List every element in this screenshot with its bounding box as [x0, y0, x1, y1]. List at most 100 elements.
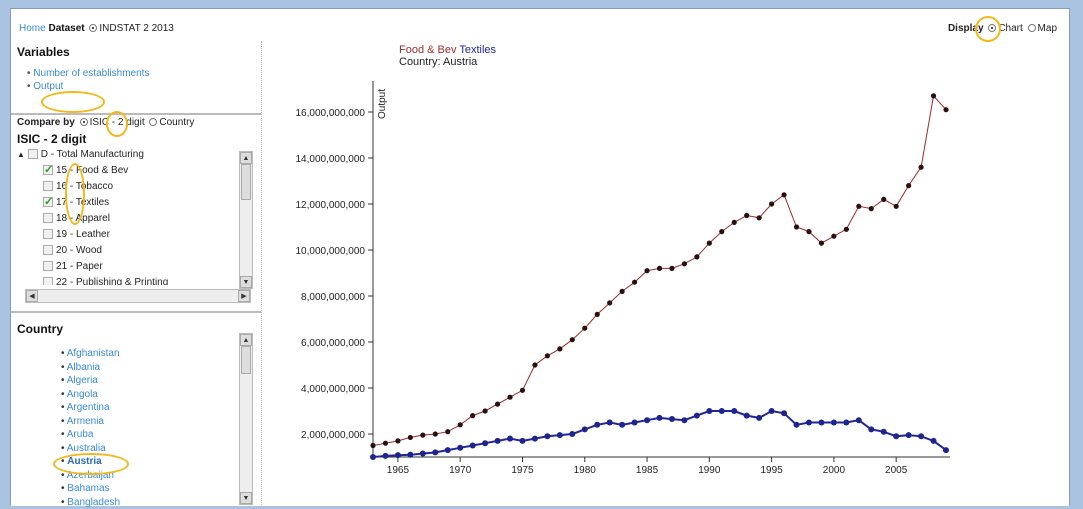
compare-country-radio[interactable] [149, 118, 158, 126]
country-item[interactable]: Argentina [66, 402, 110, 413]
legend-entry[interactable]: Food & Bev [399, 44, 457, 56]
highlight-output [41, 91, 105, 113]
dataset-radio[interactable] [89, 24, 98, 32]
data-point [395, 438, 401, 444]
compare-isic-label[interactable]: ISIC - 2 digit [89, 117, 145, 128]
scroll-left-icon[interactable]: ◀ [26, 290, 38, 302]
checkbox-19[interactable] [43, 229, 53, 239]
home-link[interactable]: Home [19, 23, 46, 34]
country-item[interactable]: Algeria [66, 375, 98, 386]
app-window: Home Dataset INDSTAT 2 2013 Display Char… [10, 8, 1071, 508]
country-vscrollbar[interactable]: ▲ ▼ [239, 333, 253, 505]
checkbox-16[interactable] [43, 181, 53, 191]
scroll-down-icon[interactable]: ▼ [240, 276, 252, 288]
tree-item-18[interactable]: 18 - Apparel [17, 211, 253, 227]
data-point [868, 426, 875, 433]
data-point [370, 442, 376, 449]
tree-item-label: 20 - Wood [56, 245, 102, 256]
checkbox-22[interactable] [43, 277, 53, 285]
data-point [631, 419, 638, 426]
display-chart-radio[interactable] [988, 24, 997, 32]
isic-hscrollbar[interactable]: ◀ ▶ [25, 289, 251, 303]
data-point [706, 240, 712, 246]
data-point [606, 419, 613, 426]
variable-output[interactable]: Output [33, 81, 64, 92]
scroll-up-icon[interactable]: ▲ [240, 152, 252, 164]
data-point [706, 408, 713, 414]
data-point [880, 428, 887, 435]
data-point [756, 215, 762, 221]
scroll-up-icon[interactable]: ▲ [240, 334, 252, 346]
data-point [818, 240, 825, 246]
country-item[interactable]: Angola [66, 388, 98, 400]
data-point [532, 362, 538, 368]
y-tick-label: 8,000,000,000 [301, 292, 365, 303]
tree-item-20[interactable]: 20 - Wood [17, 243, 253, 259]
data-point [906, 183, 912, 189]
dataset-label: Dataset [48, 23, 85, 34]
checkbox-15[interactable] [43, 162, 53, 178]
data-point [569, 431, 576, 437]
checkbox-21[interactable] [43, 261, 53, 271]
country-item[interactable]: Armenia [66, 415, 104, 427]
data-point [731, 408, 738, 414]
scroll-down-icon[interactable]: ▼ [240, 492, 252, 504]
country-item[interactable]: Bahamas [67, 483, 110, 494]
compare-by: Compare by ISIC - 2 digit Country [17, 117, 194, 128]
compare-isic-radio[interactable] [79, 118, 88, 126]
collapse-icon[interactable]: ▲ [17, 150, 25, 159]
isic-vscrollbar[interactable]: ▲ ▼ [239, 151, 253, 289]
variables-title: Variables [17, 45, 70, 59]
data-point [644, 417, 651, 424]
display-map-radio[interactable] [1027, 24, 1036, 32]
data-point [619, 421, 626, 428]
country-item[interactable]: Afghanistan [66, 348, 120, 359]
data-point [743, 412, 750, 419]
compare-label: Compare by [17, 117, 75, 128]
country-item-selected[interactable]: Austria [67, 456, 102, 467]
country-item[interactable]: Azerbaijan [66, 469, 114, 481]
compare-country-label[interactable]: Country [159, 117, 195, 128]
scroll-thumb[interactable] [241, 164, 251, 200]
y-tick-label: 16,000,000,000 [295, 108, 365, 119]
scroll-right-icon[interactable]: ▶ [238, 290, 250, 302]
tree-item-17[interactable]: 17 - Textiles [17, 194, 253, 211]
chart-subtitle: Country: Austria [399, 56, 478, 68]
data-point [582, 325, 588, 331]
tree-item-16[interactable]: 16 - Tobacco [17, 179, 253, 195]
display-chart-label[interactable]: Chart [998, 23, 1023, 34]
data-point [544, 433, 551, 440]
data-point [394, 452, 401, 459]
variable-number-of-establishments[interactable]: Number of establishments [33, 68, 150, 79]
data-point [557, 346, 563, 352]
checkbox-18[interactable] [43, 213, 53, 223]
top-nav: Home Dataset INDSTAT 2 2013 [19, 23, 174, 34]
data-point [793, 224, 800, 230]
data-point [943, 447, 949, 454]
tree-item-22[interactable]: 22 - Publishing & Printing [17, 275, 253, 285]
tree-item-label: 21 - Paper [56, 261, 103, 272]
root-checkbox[interactable] [27, 149, 38, 159]
data-point [569, 337, 575, 343]
display-label: Display [947, 23, 984, 34]
display-map-label[interactable]: Map [1037, 23, 1057, 34]
legend-entry[interactable]: Textiles [456, 44, 496, 56]
tree-root[interactable]: ▲ D - Total Manufacturing [17, 147, 253, 163]
tree-item-15[interactable]: 15 - Food & Bev [17, 162, 253, 179]
country-item[interactable]: Aruba [66, 429, 94, 440]
data-point [843, 419, 850, 426]
tree-item-21[interactable]: 21 - Paper [17, 259, 253, 275]
tree-item-19[interactable]: 19 - Leather [17, 227, 253, 243]
country-item[interactable]: Bangladesh [67, 496, 121, 508]
data-point [855, 417, 862, 424]
scroll-thumb[interactable] [241, 346, 251, 374]
checkbox-20[interactable] [43, 245, 53, 255]
country-item[interactable]: Albania [66, 361, 101, 373]
line-chart: Food & Bev Textiles Country: Austria Outpu… [261, 41, 1071, 507]
data-point [544, 353, 550, 359]
data-point [370, 454, 376, 460]
country-item[interactable]: Australia [66, 442, 106, 454]
checkbox-17[interactable] [43, 194, 53, 210]
data-point [781, 192, 787, 198]
data-point [694, 254, 700, 260]
